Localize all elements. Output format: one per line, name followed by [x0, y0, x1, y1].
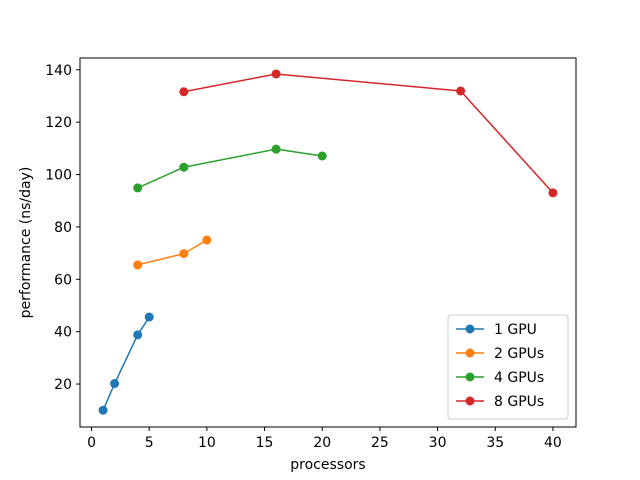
- data-point: [548, 188, 558, 198]
- plot-area: [98, 69, 558, 415]
- legend-marker: [465, 324, 475, 334]
- legend-item: 2 GPUs: [456, 346, 544, 362]
- data-point: [144, 312, 154, 322]
- data-point: [271, 144, 281, 154]
- data-point: [98, 405, 108, 415]
- data-point: [133, 330, 143, 340]
- series-3: [133, 144, 327, 193]
- y-tick-label: 60: [54, 272, 72, 288]
- y-tick-label: 120: [45, 115, 72, 131]
- data-point: [271, 69, 281, 79]
- legend-marker: [465, 372, 475, 382]
- data-point: [202, 235, 212, 245]
- legend-item: 1 GPU: [456, 322, 537, 338]
- x-tick-label: 0: [87, 435, 96, 451]
- data-point: [179, 87, 189, 97]
- y-axis-label: performance (ns/day): [18, 167, 34, 319]
- legend-item: 8 GPUs: [456, 394, 544, 410]
- y-tick-label: 140: [45, 63, 72, 79]
- x-tick-label: 20: [313, 435, 331, 451]
- y-tick-label: 80: [54, 220, 72, 236]
- legend: 1 GPU 2 GPUs 4 GPUs 8 GPUs: [447, 314, 569, 420]
- x-tick-label: 30: [429, 435, 447, 451]
- data-point: [179, 162, 189, 172]
- legend-label: 1 GPU: [494, 322, 537, 338]
- legend-box: [447, 314, 569, 420]
- data-point: [317, 151, 327, 161]
- legend-label: 8 GPUs: [494, 394, 544, 410]
- series-1: [98, 312, 154, 415]
- data-point: [133, 260, 143, 270]
- x-axis: 0 5 10 15 20 25 30 35 40: [87, 427, 562, 451]
- data-point: [179, 249, 189, 259]
- data-point: [110, 379, 120, 389]
- x-tick-label: 10: [198, 435, 216, 451]
- x-tick-label: 40: [544, 435, 562, 451]
- x-tick-label: 5: [145, 435, 154, 451]
- x-tick-label: 15: [256, 435, 274, 451]
- x-axis-label: processors: [290, 457, 365, 473]
- legend-item: 4 GPUs: [456, 370, 544, 386]
- legend-marker: [465, 348, 475, 358]
- legend-marker: [465, 396, 475, 406]
- y-tick-label: 20: [54, 377, 72, 393]
- y-tick-label: 100: [45, 168, 72, 184]
- legend-label: 2 GPUs: [494, 346, 544, 362]
- series-line: [183, 73, 554, 194]
- series-2: [133, 235, 212, 270]
- series-line: [102, 316, 150, 411]
- data-point: [133, 183, 143, 193]
- y-axis: 20 40 60 80 100 120 140: [45, 63, 80, 393]
- axes-frame: [79, 57, 577, 428]
- series-4: [179, 69, 558, 198]
- y-tick-label: 40: [54, 325, 72, 341]
- x-tick-label: 25: [371, 435, 389, 451]
- x-tick-label: 35: [486, 435, 504, 451]
- legend-label: 4 GPUs: [494, 370, 544, 386]
- data-point: [456, 86, 466, 96]
- series-line: [137, 148, 323, 189]
